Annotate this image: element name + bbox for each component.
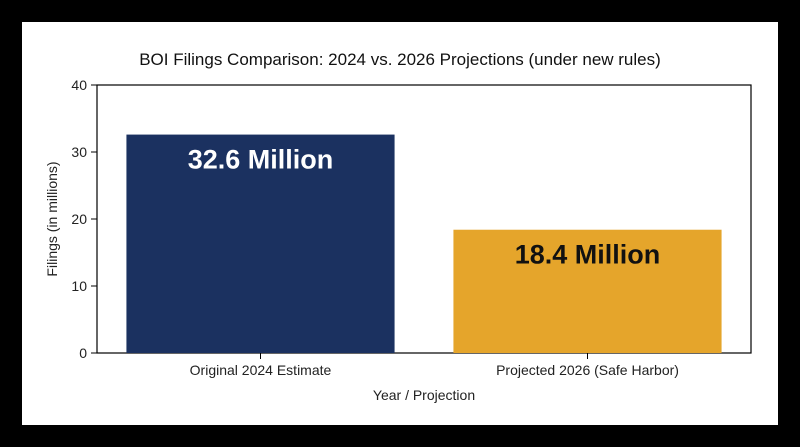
y-axis: 0 10 20 30 40	[71, 77, 97, 361]
y-tick-label: 30	[71, 144, 87, 160]
bar-1	[126, 134, 395, 353]
x-axis: Original 2024 Estimate Projected 2026 (Sa…	[190, 353, 679, 378]
bar-chart: BOI Filings Comparison: 2024 vs. 2026 Pr…	[44, 50, 752, 403]
y-axis-label: Filings (in millions)	[44, 161, 60, 276]
x-axis-label: Year / Projection	[373, 387, 475, 403]
bar-2	[453, 229, 722, 353]
x-tick-label: Projected 2026 (Safe Harbor)	[496, 362, 679, 378]
bar-1-data-label: 32.6 Million	[188, 145, 334, 175]
bars-group: 32.6 Million 18.4 Million	[126, 134, 722, 353]
chart-frame: BOI Filings Comparison: 2024 vs. 2026 Pr…	[22, 22, 778, 425]
bar-2-data-label: 18.4 Million	[515, 240, 661, 270]
chart-title: BOI Filings Comparison: 2024 vs. 2026 Pr…	[139, 50, 661, 69]
y-tick-label: 0	[79, 345, 87, 361]
x-tick-label: Original 2024 Estimate	[190, 362, 332, 378]
y-tick-label: 20	[71, 211, 87, 227]
y-tick-label: 10	[71, 278, 87, 294]
y-tick-label: 40	[71, 77, 87, 93]
